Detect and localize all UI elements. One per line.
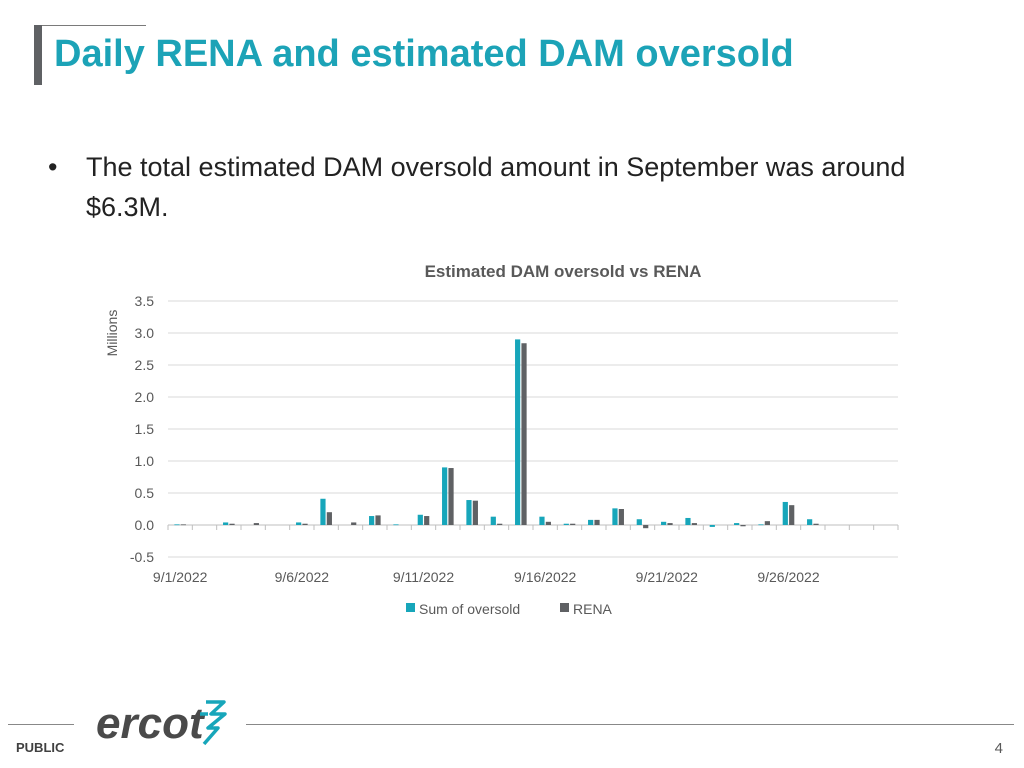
rena-bar <box>326 512 332 525</box>
x-tick-label: 9/6/2022 <box>275 569 330 585</box>
rena-bar <box>594 519 600 525</box>
oversold-bar <box>758 524 764 526</box>
footer-divider-right <box>246 724 1014 725</box>
oversold-bar <box>539 516 545 525</box>
x-tick-label: 9/1/2022 <box>153 569 208 585</box>
x-tick-label: 9/21/2022 <box>636 569 698 585</box>
oversold-bar <box>442 467 448 525</box>
oversold-bar <box>636 519 642 525</box>
bolt-icon <box>200 700 227 746</box>
rena-bar <box>691 523 697 525</box>
rena-bar <box>375 515 381 525</box>
y-tick-label: -0.5 <box>130 549 154 565</box>
title-accent-rule <box>42 25 146 26</box>
oversold-vs-rena-chart: Estimated DAM oversold vs RENA Millions 3.… <box>104 262 899 617</box>
oversold-bar <box>782 501 788 525</box>
rena-bar <box>497 523 503 525</box>
y-tick-label: 0.5 <box>135 485 155 501</box>
classification-label: PUBLIC <box>16 740 65 755</box>
oversold-bar <box>223 522 229 525</box>
oversold-bar <box>685 517 691 525</box>
rena-bar <box>351 522 357 525</box>
rena-bar <box>618 509 624 525</box>
y-tick-label: 3.0 <box>135 325 155 341</box>
rena-bar <box>253 523 259 525</box>
rena-bar <box>302 523 308 525</box>
legend-label-oversold: Sum of oversold <box>419 601 520 617</box>
bullet-list: • The total estimated DAM oversold amoun… <box>48 147 968 227</box>
oversold-bar <box>369 516 375 525</box>
rena-bar <box>740 525 746 527</box>
rena-bar <box>424 516 430 525</box>
legend-label-rena: RENA <box>573 601 613 617</box>
oversold-bar <box>320 498 326 525</box>
oversold-bar <box>709 525 715 527</box>
bullet-item: • The total estimated DAM oversold amoun… <box>48 147 968 227</box>
x-tick-label: 9/26/2022 <box>757 569 819 585</box>
oversold-bar <box>515 339 521 525</box>
rena-bar <box>789 505 795 525</box>
oversold-bar <box>734 523 740 525</box>
bullet-text: The total estimated DAM oversold amount … <box>86 152 906 222</box>
x-tick-label: 9/11/2022 <box>393 569 454 585</box>
y-tick-label: 2.5 <box>135 357 155 373</box>
rena-bar <box>813 523 819 525</box>
slide-title: Daily RENA and estimated DAM oversold <box>54 33 794 75</box>
ercot-logo-wordmark: ercot <box>96 699 206 748</box>
oversold-bar <box>417 514 423 525</box>
oversold-bar <box>393 524 399 526</box>
y-axis-title: Millions <box>104 310 120 357</box>
oversold-bar <box>612 508 618 525</box>
y-tick-label: 1.0 <box>135 453 155 469</box>
oversold-bar <box>466 500 472 525</box>
x-tick-label: 9/16/2022 <box>514 569 576 585</box>
rena-bar <box>667 523 673 525</box>
ercot-logo: ercot <box>96 699 227 748</box>
oversold-bar <box>588 519 594 525</box>
rena-bar <box>180 524 186 526</box>
oversold-bar <box>661 521 667 525</box>
oversold-bar <box>174 524 180 526</box>
page-number: 4 <box>994 740 1003 757</box>
rena-bar <box>764 521 770 525</box>
oversold-bar <box>296 522 302 525</box>
bullet-marker: • <box>48 152 58 182</box>
rena-bar <box>472 500 478 525</box>
title-accent-bar <box>34 25 42 85</box>
rena-bar <box>570 523 576 525</box>
y-tick-label: 3.5 <box>135 293 155 309</box>
chart-title: Estimated DAM oversold vs RENA <box>425 262 702 281</box>
footer-divider-left <box>8 724 74 725</box>
oversold-bar <box>490 516 496 525</box>
oversold-bar <box>807 519 813 525</box>
y-tick-label: 1.5 <box>135 421 155 437</box>
oversold-bar <box>563 523 569 525</box>
y-tick-label: 2.0 <box>135 389 155 405</box>
legend-swatch-oversold <box>406 603 415 612</box>
y-tick-label: 0.0 <box>135 517 155 533</box>
rena-bar <box>229 523 235 525</box>
rena-bar <box>521 343 527 525</box>
rena-bar <box>545 521 551 525</box>
rena-bar <box>448 468 454 525</box>
legend-swatch-rena <box>560 603 569 612</box>
rena-bar <box>643 525 649 529</box>
